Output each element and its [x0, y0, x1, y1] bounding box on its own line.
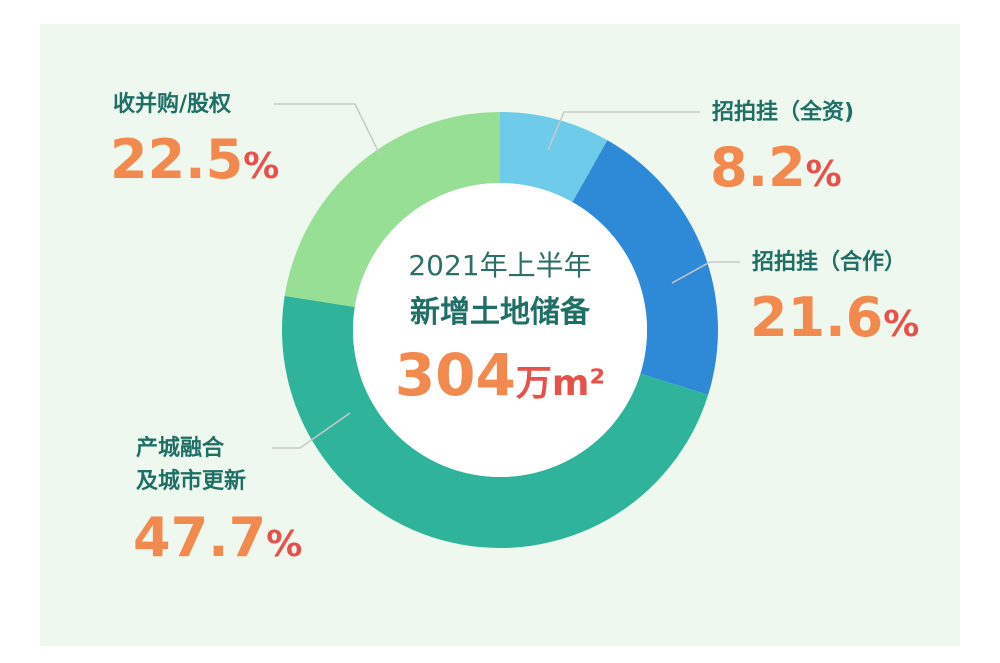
donut-hole: [353, 183, 647, 477]
pct-quanzi: 8.2%: [710, 136, 842, 199]
center-value-number: 304: [395, 341, 516, 409]
donut-slice-1: [572, 140, 718, 395]
pct-hezuo: 21.6%: [750, 286, 919, 349]
label-quanzi: 招拍挂（全资): [712, 99, 854, 125]
donut-slice-2: [281, 295, 709, 548]
leader-line-chengshi: [272, 412, 351, 449]
pct-chengshi: 47.7%: [133, 506, 302, 569]
leader-line-quanzi: [547, 111, 700, 151]
pct-binggou: 22.5%: [110, 128, 279, 191]
center-value-unit: 万m²: [516, 363, 605, 404]
leader-line-binggou: [274, 103, 381, 156]
center-title: 新增土地储备: [410, 295, 591, 330]
donut-slice-0: [500, 112, 608, 203]
label-binggou: 收并购/股权: [113, 91, 232, 117]
donut-slice-3: [284, 112, 500, 308]
label-chengshi-line1: 产城融合: [136, 435, 225, 461]
label-chengshi-line2: 及城市更新: [136, 468, 246, 494]
label-hezuo: 招拍挂（合作）: [752, 249, 906, 275]
center-subtitle: 2021年上半年: [408, 249, 591, 282]
center-value: 304万m²: [395, 341, 605, 409]
leader-line-hezuo: [671, 261, 740, 284]
